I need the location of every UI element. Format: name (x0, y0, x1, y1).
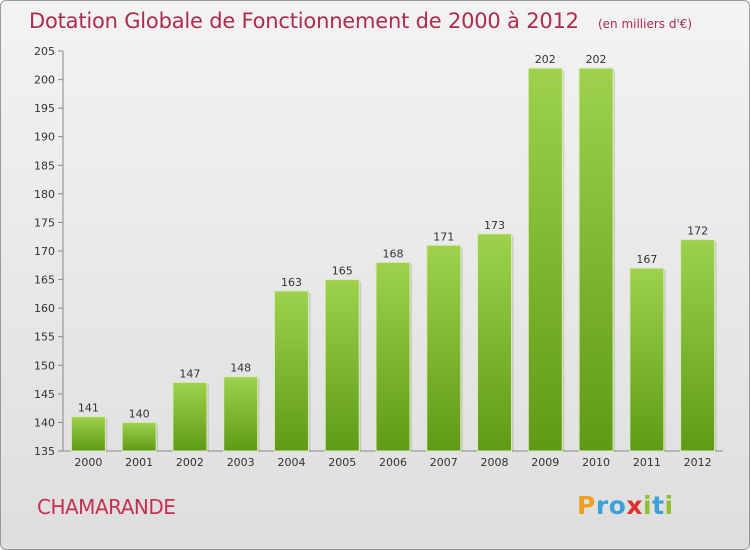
x-tick-label: 2004 (277, 456, 305, 469)
y-tick-label: 190 (34, 131, 55, 144)
logo-letter: i (664, 491, 674, 520)
logo-letter: P (577, 491, 596, 520)
y-tick-label: 185 (34, 159, 55, 172)
y-tick-label: 155 (34, 331, 55, 344)
bar-2006 (375, 261, 411, 452)
proxiti-logo: Proxiti (577, 491, 674, 520)
y-tick-label: 150 (34, 359, 55, 372)
bar-2011 (629, 267, 665, 452)
y-tick-label: 140 (34, 416, 55, 429)
x-tick-label: 2007 (430, 456, 458, 469)
x-tick-label: 2005 (328, 456, 356, 469)
y-tick-label: 165 (34, 274, 55, 287)
data-label: 172 (687, 225, 708, 238)
x-tick-label: 2012 (684, 456, 712, 469)
chart-subtitle: (en milliers d'€) (597, 17, 693, 31)
x-tick-label: 2008 (481, 456, 509, 469)
y-tick-label: 195 (34, 102, 55, 115)
commune-name: CHAMARANDE (37, 495, 176, 519)
data-label: 173 (484, 219, 505, 232)
data-label: 168 (383, 247, 404, 260)
x-tick-label: 2009 (531, 456, 559, 469)
bar-2000 (70, 416, 106, 452)
x-tick-label: 2010 (582, 456, 610, 469)
data-label: 140 (129, 407, 150, 420)
x-tick-label: 2006 (379, 456, 407, 469)
bar-2003 (223, 376, 259, 452)
data-label: 202 (586, 53, 607, 66)
data-label: 171 (433, 230, 454, 243)
data-label: 163 (281, 276, 302, 289)
y-tick-label: 175 (34, 216, 55, 229)
y-tick-label: 135 (34, 445, 55, 458)
bar-2010 (578, 67, 614, 452)
y-tick-label: 145 (34, 388, 55, 401)
data-label: 165 (332, 265, 353, 278)
chart-title: Dotation Globale de Fonctionnement de 20… (29, 9, 579, 33)
logo-letter: x (626, 491, 643, 520)
x-tick-label: 2011 (633, 456, 661, 469)
bar-2012 (680, 239, 716, 452)
y-tick-label: 200 (34, 74, 55, 87)
bar-2002 (172, 381, 208, 452)
data-label: 141 (78, 402, 99, 415)
logo-letter: o (608, 491, 627, 520)
bar-2001 (121, 421, 157, 452)
y-tick-label: 170 (34, 245, 55, 258)
y-tick-label: 205 (34, 45, 55, 58)
x-tick-label: 2003 (227, 456, 255, 469)
chart-title-area: Dotation Globale de Fonctionnement de 20… (29, 9, 692, 33)
x-tick-label: 2002 (176, 456, 204, 469)
data-label: 148 (230, 362, 251, 375)
bar-2004 (273, 290, 309, 452)
data-label: 202 (535, 53, 556, 66)
bar-2007 (426, 244, 462, 452)
logo-letter: r (595, 491, 609, 520)
data-label: 167 (636, 253, 657, 266)
bar-2009 (527, 67, 563, 452)
x-tick-label: 2000 (74, 456, 102, 469)
data-label: 147 (179, 367, 200, 380)
logo-letter: t (652, 491, 665, 520)
logo-letter: i (643, 491, 653, 520)
x-tick-label: 2001 (125, 456, 153, 469)
y-tick-label: 180 (34, 188, 55, 201)
bar-2008 (477, 233, 513, 452)
bar-2005 (324, 279, 360, 452)
y-tick-label: 160 (34, 302, 55, 315)
